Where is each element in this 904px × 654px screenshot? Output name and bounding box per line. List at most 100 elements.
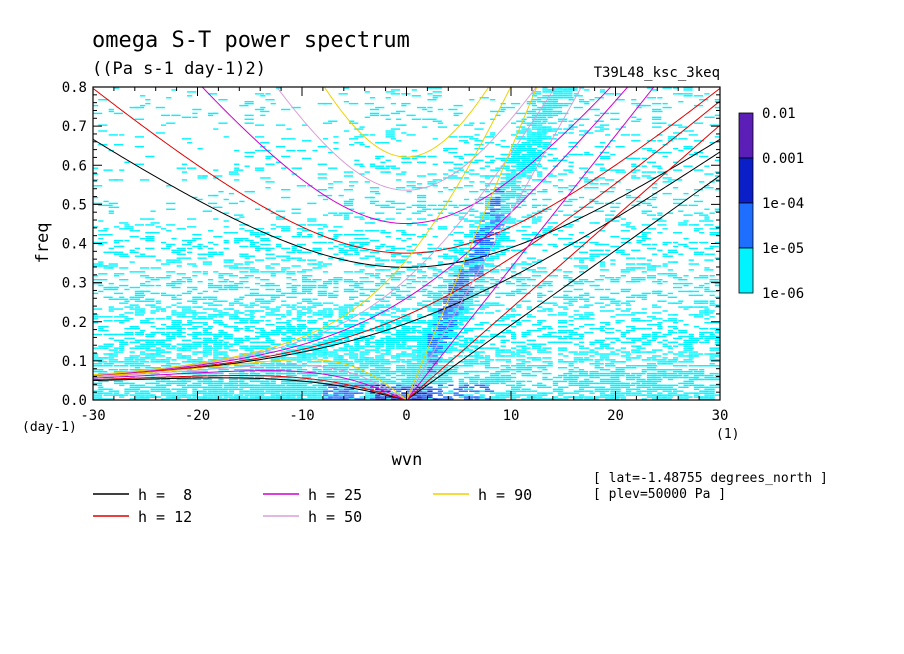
heatmap-cell xyxy=(140,218,146,220)
heatmap-cell xyxy=(223,212,229,214)
heatmap-cell xyxy=(192,245,202,248)
heatmap-cell xyxy=(521,171,527,173)
heatmap-cell xyxy=(202,333,208,336)
heatmap-cell xyxy=(443,347,449,349)
heatmap-cell xyxy=(568,233,574,236)
heatmap-cell xyxy=(369,335,376,338)
heatmap-cell xyxy=(484,177,491,179)
heatmap-cell xyxy=(490,218,496,220)
heatmap-cell xyxy=(458,390,468,392)
heatmap-cell xyxy=(291,249,297,252)
heatmap-cell xyxy=(693,396,704,398)
heatmap-cell xyxy=(213,335,223,338)
heatmap-cell xyxy=(563,302,573,304)
heatmap-cell xyxy=(140,390,150,392)
heatmap-cell xyxy=(704,376,710,379)
heatmap-cell xyxy=(672,376,679,379)
heatmap-cell xyxy=(166,337,176,340)
heatmap-cell xyxy=(422,337,432,340)
heatmap-cell xyxy=(652,380,662,383)
heatmap-cell xyxy=(234,341,244,343)
heatmap-cell xyxy=(463,286,470,289)
heatmap-cell xyxy=(458,314,464,316)
heatmap-cell xyxy=(249,337,259,340)
heatmap-cell xyxy=(505,280,511,283)
heatmap-cell xyxy=(469,275,475,277)
heatmap-cell xyxy=(119,284,129,287)
heatmap-cell xyxy=(443,370,453,373)
heatmap-cell xyxy=(709,228,719,230)
heatmap-cell xyxy=(197,392,207,394)
heatmap-cell xyxy=(369,306,380,308)
heatmap-cell xyxy=(93,278,103,281)
heatmap-cell xyxy=(547,302,557,304)
heatmap-cell xyxy=(615,308,621,310)
heatmap-cell xyxy=(228,318,239,320)
heatmap-cell xyxy=(704,286,710,289)
heatmap-cell xyxy=(704,398,714,400)
heatmap-cell xyxy=(317,265,327,267)
heatmap-cell xyxy=(657,374,667,377)
heatmap-cell xyxy=(463,347,470,349)
heatmap-cell xyxy=(662,177,672,179)
heatmap-cell xyxy=(479,363,489,365)
heatmap-cell xyxy=(166,243,176,246)
heatmap-cell xyxy=(401,355,407,357)
heatmap-cell xyxy=(270,310,280,312)
heatmap-cell xyxy=(578,390,585,392)
heatmap-cell xyxy=(479,382,485,385)
heatmap-cell xyxy=(479,224,485,226)
heatmap-cell xyxy=(479,220,485,222)
heatmap-cell xyxy=(484,302,491,304)
heatmap-cell xyxy=(223,337,233,340)
heatmap-cell xyxy=(369,239,380,242)
heatmap-cell xyxy=(620,386,630,388)
heatmap-cell xyxy=(641,232,651,234)
heatmap-cell xyxy=(615,368,625,371)
heatmap-cell xyxy=(594,390,604,392)
heatmap-cell xyxy=(537,294,547,297)
heatmap-cell xyxy=(380,359,390,361)
heatmap-cell xyxy=(505,374,511,377)
heatmap-cell xyxy=(500,374,506,377)
heatmap-cell xyxy=(458,349,464,351)
heatmap-cell xyxy=(521,173,527,175)
heatmap-cell xyxy=(709,390,715,392)
heatmap-cell xyxy=(693,200,704,203)
heatmap-cell xyxy=(521,233,531,236)
heatmap-cell xyxy=(484,228,491,230)
heatmap-cell xyxy=(349,290,359,293)
heatmap-cell xyxy=(254,233,261,236)
heatmap-cell xyxy=(490,210,500,212)
heatmap-cell xyxy=(620,382,630,385)
heatmap-cell xyxy=(228,390,235,392)
heatmap-cell xyxy=(155,388,165,390)
heatmap-cell xyxy=(176,394,186,396)
heatmap-cell xyxy=(558,374,568,377)
heatmap-cell xyxy=(270,271,280,273)
heatmap-cell xyxy=(432,376,438,379)
heatmap-cell xyxy=(458,380,464,383)
heatmap-cell xyxy=(615,370,625,373)
heatmap-cell xyxy=(463,294,474,297)
heatmap-cell xyxy=(672,384,679,387)
heatmap-cell xyxy=(108,357,114,359)
heatmap-cell xyxy=(605,388,611,390)
heatmap-cell xyxy=(187,327,197,330)
heatmap-cell xyxy=(265,187,271,189)
heatmap-cell xyxy=(270,398,280,400)
heatmap-cell xyxy=(672,169,683,171)
heatmap-cell xyxy=(333,392,339,394)
heatmap-cell xyxy=(463,372,470,375)
heatmap-cell xyxy=(375,282,381,285)
heatmap-cell xyxy=(416,196,427,199)
heatmap-cell xyxy=(505,210,511,212)
heatmap-cell xyxy=(307,320,317,322)
heatmap-cell xyxy=(641,237,651,240)
heatmap-cell xyxy=(500,198,510,201)
heatmap-cell xyxy=(542,361,548,363)
heatmap-cell xyxy=(369,378,376,381)
heatmap-cell xyxy=(312,374,318,377)
heatmap-cell xyxy=(307,382,313,385)
heatmap-cell xyxy=(338,247,344,250)
